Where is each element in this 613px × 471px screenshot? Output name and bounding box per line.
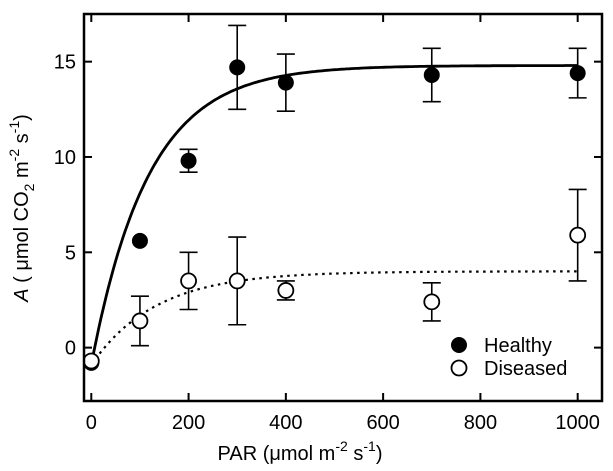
legend-diseased-marker [450,359,468,377]
point-healthy [229,59,246,76]
axis-ticks [84,14,602,401]
y-tick-labels: 0 5 10 15 [54,52,76,360]
point-diseased [569,226,587,244]
y-tick-label: 15 [54,52,76,74]
error-bars [130,24,587,347]
fit-curve-diseased [90,270,578,366]
y-tick-label: 10 [54,147,76,169]
point-diseased [423,293,441,311]
point-diseased [82,352,100,370]
point-diseased [228,272,246,290]
data-points [82,59,587,371]
fit-curve-healthy [89,64,578,366]
point-diseased [180,272,197,290]
point-healthy [423,67,440,84]
y-axis-label: A ( μmol CO2 m-2 s-1) [6,114,37,303]
legend-healthy-marker [451,337,467,353]
x-tick-labels: 0 200 400 600 800 1000 [86,412,600,434]
legend: Healthy Diseased [450,335,567,380]
plot-frame [82,12,604,403]
point-healthy [180,152,197,169]
point-diseased [277,282,295,299]
point-diseased [131,312,149,330]
point-healthy [569,65,586,82]
point-healthy [131,232,148,249]
x-tick-label: 200 [172,412,205,434]
point-healthy [277,74,294,91]
fit-curves [89,64,578,366]
legend-diseased-label: Diseased [484,358,567,380]
x-tick-label: 800 [464,412,497,434]
x-axis-label: PAR (μmol m-2 s-1) [218,438,383,465]
y-tick-label: 0 [65,338,76,360]
x-tick-label: 1000 [555,412,600,434]
x-tick-label: 0 [86,412,97,434]
x-tick-label: 600 [366,412,399,434]
y-tick-label: 5 [65,242,76,264]
x-tick-label: 400 [269,412,302,434]
legend-healthy-label: Healthy [484,335,552,357]
